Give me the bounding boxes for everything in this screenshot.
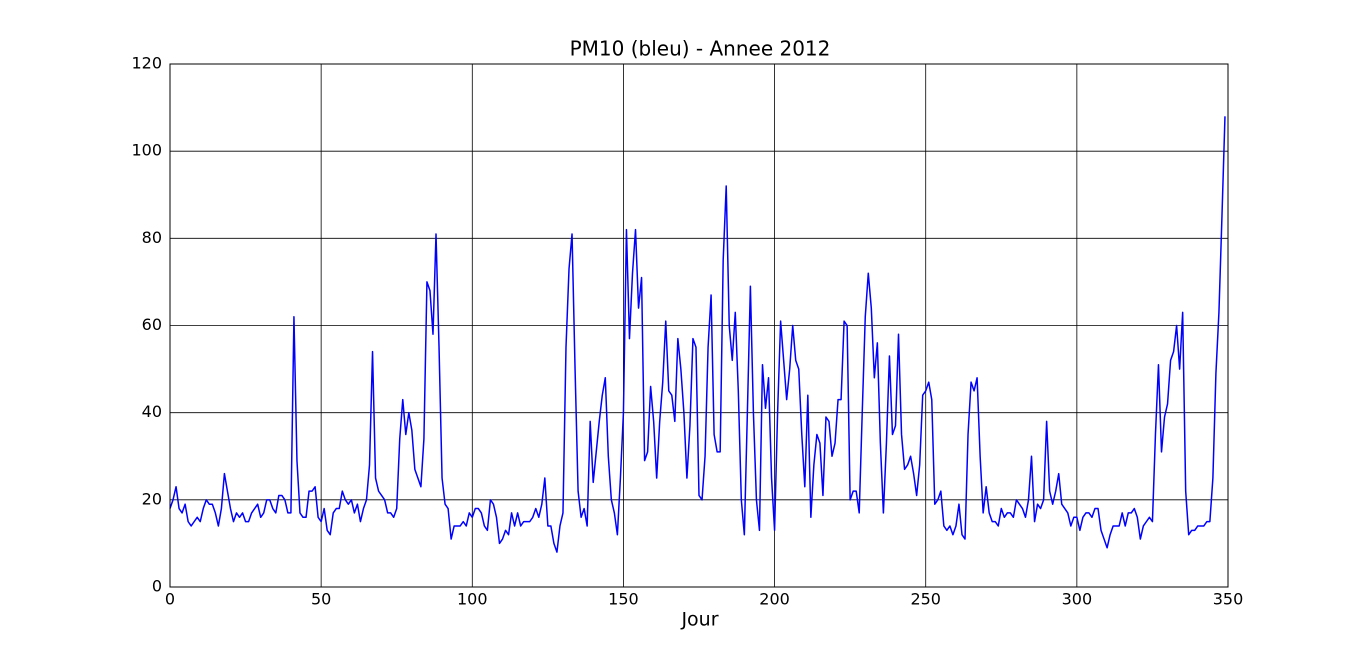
- x-tick-label: 150: [608, 590, 639, 609]
- data-line: [169, 116, 1226, 553]
- y-tick-label: 20: [142, 489, 162, 508]
- y-tick-label: 60: [142, 315, 162, 334]
- x-axis-label: Jour: [680, 609, 718, 631]
- plot-frame: [169, 63, 1229, 588]
- y-tick-label: 40: [142, 402, 162, 421]
- x-tick-label: 350: [1213, 590, 1244, 609]
- y-tick-label: 0: [152, 577, 162, 596]
- x-tick-label: 0: [165, 590, 175, 609]
- x-tick-label: 250: [910, 590, 941, 609]
- y-tick-label: 80: [142, 228, 162, 247]
- x-tick-label: 100: [457, 590, 488, 609]
- x-tick-label: 300: [1062, 590, 1093, 609]
- chart-title: PM10 (bleu) - Annee 2012: [570, 37, 831, 61]
- x-tick-label: 50: [311, 590, 331, 609]
- y-tick-label: 120: [131, 54, 162, 73]
- y-tick-label: 100: [131, 141, 162, 160]
- x-tick-label: 200: [759, 590, 790, 609]
